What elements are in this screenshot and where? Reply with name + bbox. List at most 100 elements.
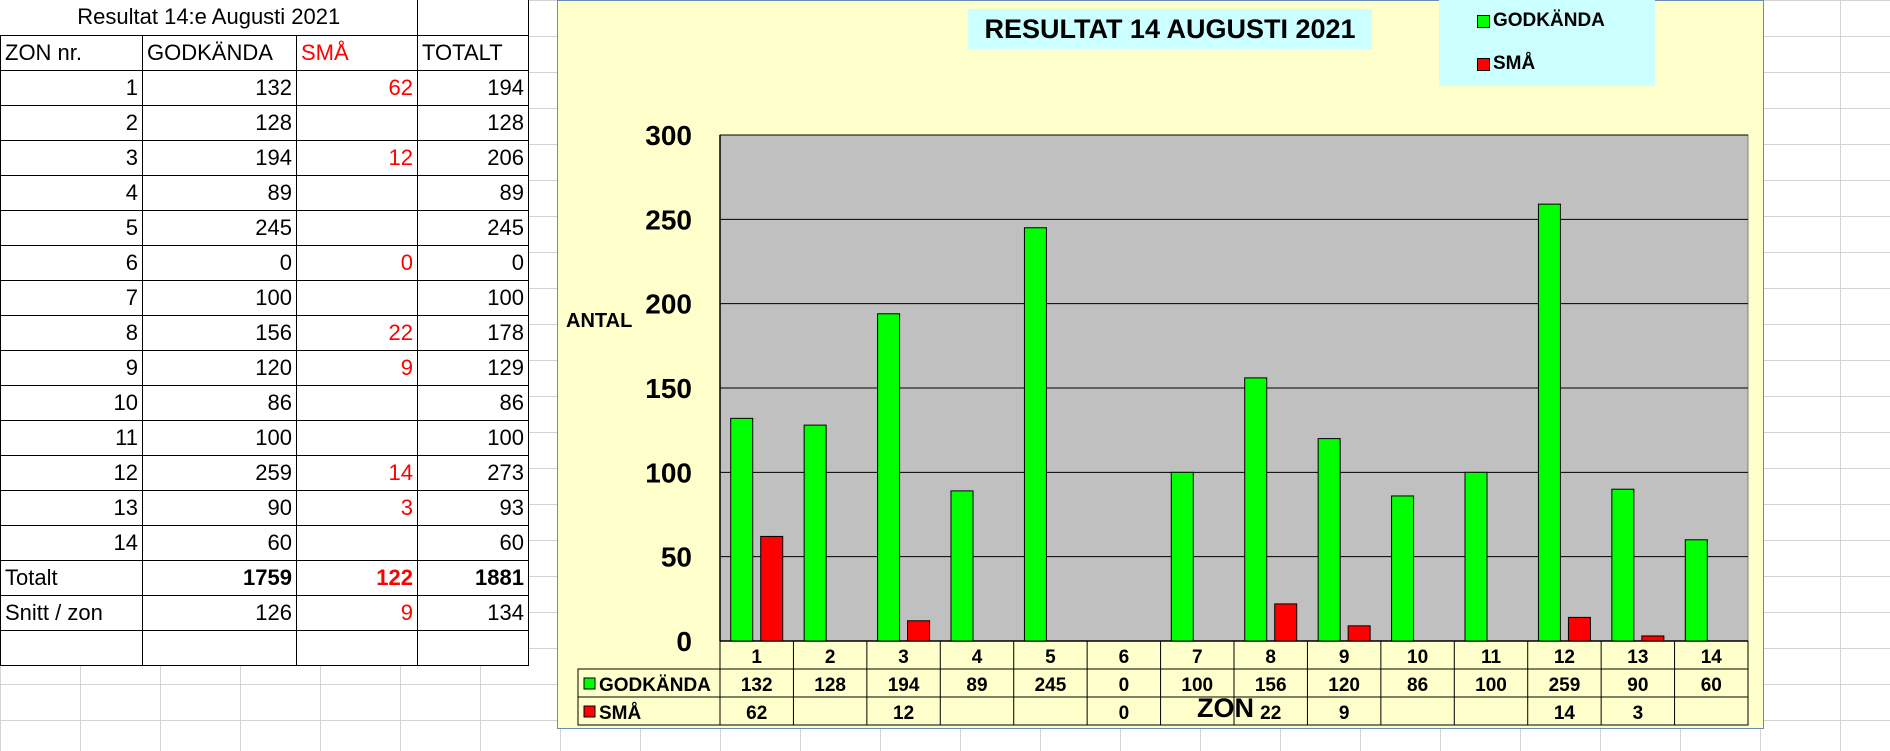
table-cell: 93: [417, 489, 529, 526]
table-cell: 128: [142, 104, 297, 141]
data-label-godkanda: 90: [1627, 675, 1648, 696]
table-cell: 100: [142, 279, 297, 316]
table-empty-row: [0, 629, 529, 666]
y-tick-label: 50: [661, 542, 692, 573]
legend-swatch-godkanda: [1477, 15, 1490, 28]
x-tick-label: 14: [1701, 647, 1723, 668]
chart-title: RESULTAT 14 AUGUSTI 2021: [968, 9, 1372, 49]
table-cell: 245: [417, 209, 529, 246]
table-row: 7 100 100: [0, 279, 529, 316]
data-label-sma: 62: [746, 703, 767, 724]
data-label-godkanda: 245: [1035, 675, 1067, 696]
bar-godkanda: [1537, 203, 1561, 642]
bar-sma: [1274, 603, 1298, 642]
x-tick-label: 11: [1481, 647, 1502, 668]
x-tick-label: 8: [1265, 647, 1276, 668]
x-tick-label: 1: [751, 647, 762, 668]
data-label-godkanda: 120: [1328, 675, 1360, 696]
y-tick-label: 200: [645, 289, 692, 320]
table-cell-empty: [296, 629, 418, 666]
table-cell: 12: [296, 139, 418, 176]
table-cell: 132: [142, 69, 297, 106]
data-label-godkanda: 60: [1701, 675, 1722, 696]
table-cell: [296, 419, 418, 456]
data-label-godkanda: 86: [1407, 675, 1428, 696]
table-cell: 4: [0, 174, 143, 211]
bar-godkanda: [877, 313, 901, 642]
y-tick-label: 0: [676, 626, 692, 657]
table-legend-swatch-godkanda: [583, 677, 596, 690]
bar-godkanda: [1464, 471, 1488, 642]
table-legend-label-sma: SMÅ: [599, 703, 642, 724]
bar-sma: [1641, 635, 1665, 642]
x-axis-label: ZON: [1197, 693, 1254, 723]
bar-sma: [1347, 625, 1371, 642]
data-label-godkanda: 0: [1119, 675, 1130, 696]
table-cell: 86: [417, 384, 529, 421]
data-label-sma: 12: [893, 703, 914, 724]
data-label-sma: 3: [1633, 703, 1644, 724]
table-cell: [296, 209, 418, 246]
table-row: 12 259 14 273: [0, 454, 529, 491]
table-cell: 8: [0, 314, 143, 351]
legend-label-godkanda: GODKÄNDA: [1493, 10, 1605, 31]
data-label-godkanda: 194: [888, 675, 920, 696]
table-cell: 178: [417, 314, 529, 351]
legend-label-sma: SMÅ: [1493, 53, 1536, 74]
bar-godkanda: [1244, 377, 1268, 642]
table-cell: 0: [142, 244, 297, 281]
table-cell: 7: [0, 279, 143, 316]
table-cell: 194: [142, 139, 297, 176]
bar-godkanda: [1684, 539, 1708, 642]
table-row: 11 100 100: [0, 419, 529, 456]
table-cell: 9: [296, 349, 418, 386]
x-tick-label: 6: [1119, 647, 1130, 668]
x-tick-label: 2: [825, 647, 836, 668]
table-row: 5 245 245: [0, 209, 529, 246]
table-cell: Totalt: [0, 559, 143, 596]
data-label-godkanda: 100: [1181, 675, 1213, 696]
x-tick-label: 13: [1627, 647, 1648, 668]
table-cell: 100: [417, 279, 529, 316]
table-cell: Snitt / zon: [0, 594, 143, 631]
bar-godkanda: [1170, 471, 1194, 642]
table-cell: 1881: [417, 559, 529, 596]
table-cell: 22: [296, 314, 418, 351]
table-cell: 100: [142, 419, 297, 456]
bar-godkanda: [1611, 488, 1635, 642]
table-title: Resultat 14:e Augusti 2021: [0, 0, 418, 36]
table-cell: 245: [142, 209, 297, 246]
data-label-sma: 0: [1119, 703, 1130, 724]
data-label-godkanda: 100: [1475, 675, 1507, 696]
table-legend-label-godkanda: GODKÄNDA: [599, 675, 711, 696]
table-header-cell: GODKÄNDA: [142, 34, 297, 71]
y-tick-label: 150: [645, 373, 692, 404]
x-tick-label: 12: [1554, 647, 1575, 668]
table-cell: 3: [0, 139, 143, 176]
y-tick-label: 300: [645, 120, 692, 151]
bar-godkanda: [1391, 495, 1415, 642]
table-cell: 60: [142, 524, 297, 561]
data-label-godkanda: 128: [814, 675, 846, 696]
x-tick-label: 9: [1339, 647, 1350, 668]
table-cell: 60: [417, 524, 529, 561]
x-tick-label: 10: [1407, 647, 1428, 668]
table-cell: 12: [0, 454, 143, 491]
table-cell: 1759: [142, 559, 297, 596]
table-cell: 11: [0, 419, 143, 456]
y-axis-label: ANTAL: [566, 310, 633, 332]
bar-sma: [760, 535, 784, 642]
x-tick-label: 7: [1192, 647, 1203, 668]
table-cell: 14: [296, 454, 418, 491]
table-cell-empty: [0, 629, 143, 666]
data-label-godkanda: 132: [741, 675, 773, 696]
table-row: 3 194 12 206: [0, 139, 529, 176]
table-cell: 206: [417, 139, 529, 176]
table-row: 2 128 128: [0, 104, 529, 141]
bar-godkanda: [730, 417, 754, 642]
data-label-sma: 22: [1260, 703, 1281, 724]
legend-swatch-sma: [1477, 58, 1490, 71]
bar-godkanda: [1317, 438, 1341, 642]
table-row: 4 89 89: [0, 174, 529, 211]
bar-godkanda: [803, 424, 827, 642]
